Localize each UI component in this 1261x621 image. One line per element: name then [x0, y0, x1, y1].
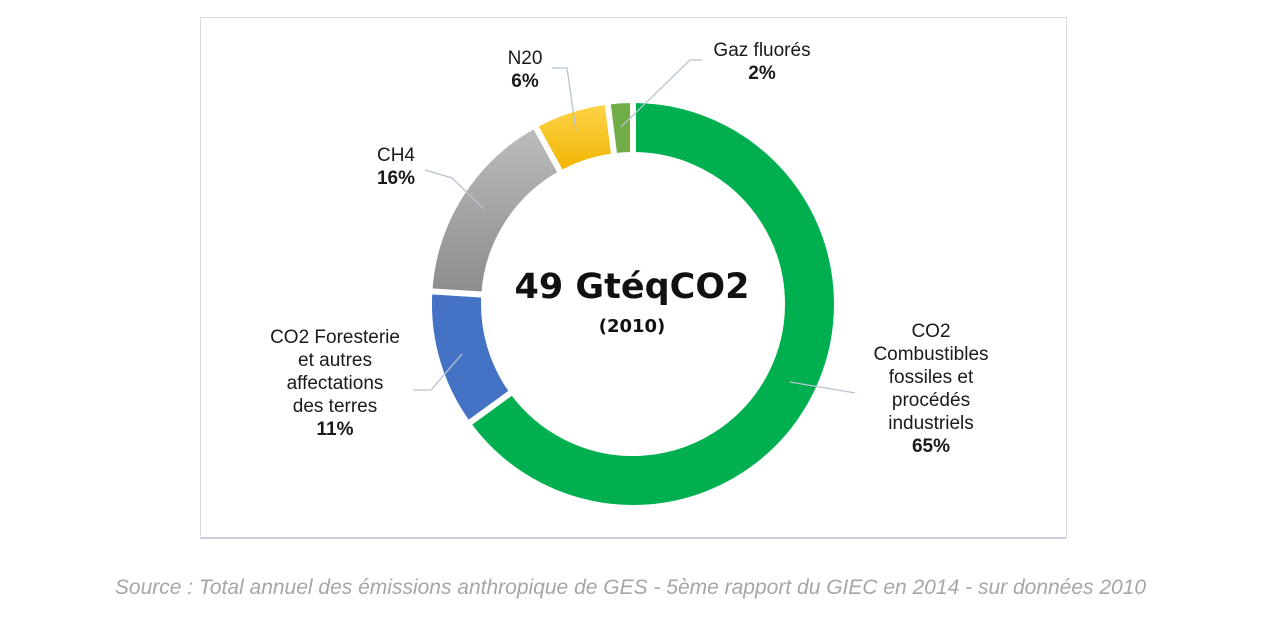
- slice-percent: 65%: [911, 436, 951, 457]
- slice-name: CO2 Combustibles fossiles et procédés in…: [873, 321, 989, 434]
- donut-center-title: 49 GtéqCO2: [514, 267, 750, 307]
- slice-label-co2-fossil: CO2 Combustibles fossiles et procédés in…: [846, 320, 1016, 458]
- slice-name: N20: [507, 48, 543, 69]
- slice-label-ch4: CH4 16%: [346, 144, 446, 190]
- leader-line-fluorinated-gases: [620, 59, 702, 128]
- slice-name: CO2 Foresterie et autres affectations de…: [270, 327, 400, 417]
- slice-label-co2-forestry: CO2 Foresterie et autres affectations de…: [250, 326, 420, 441]
- slice-percent: 2%: [748, 63, 776, 84]
- slice-label-n2o: N20 6%: [490, 47, 560, 93]
- slice-percent: 11%: [316, 419, 354, 440]
- slice-percent: 6%: [511, 71, 539, 92]
- leader-line-ch4: [424, 169, 485, 210]
- donut-center-subtitle: (2010): [598, 316, 666, 337]
- slice-name: Gaz fluorés: [713, 40, 811, 61]
- leader-line-n2o: [552, 67, 577, 132]
- slice-label-fluorinated-gases: Gaz fluorés 2%: [692, 39, 832, 85]
- slice-percent: 16%: [376, 168, 416, 189]
- leader-line-co2-forestry: [413, 353, 463, 391]
- slice-co2-fossil: [463, 96, 840, 511]
- source-caption: Source : Total annuel des émissions anth…: [114, 576, 1147, 599]
- slice-fluorinated-gases: [604, 96, 636, 160]
- slice-name: CH4: [376, 145, 415, 166]
- slice-co2-forestry: [426, 288, 517, 429]
- leader-line-co2-fossil: [789, 381, 856, 394]
